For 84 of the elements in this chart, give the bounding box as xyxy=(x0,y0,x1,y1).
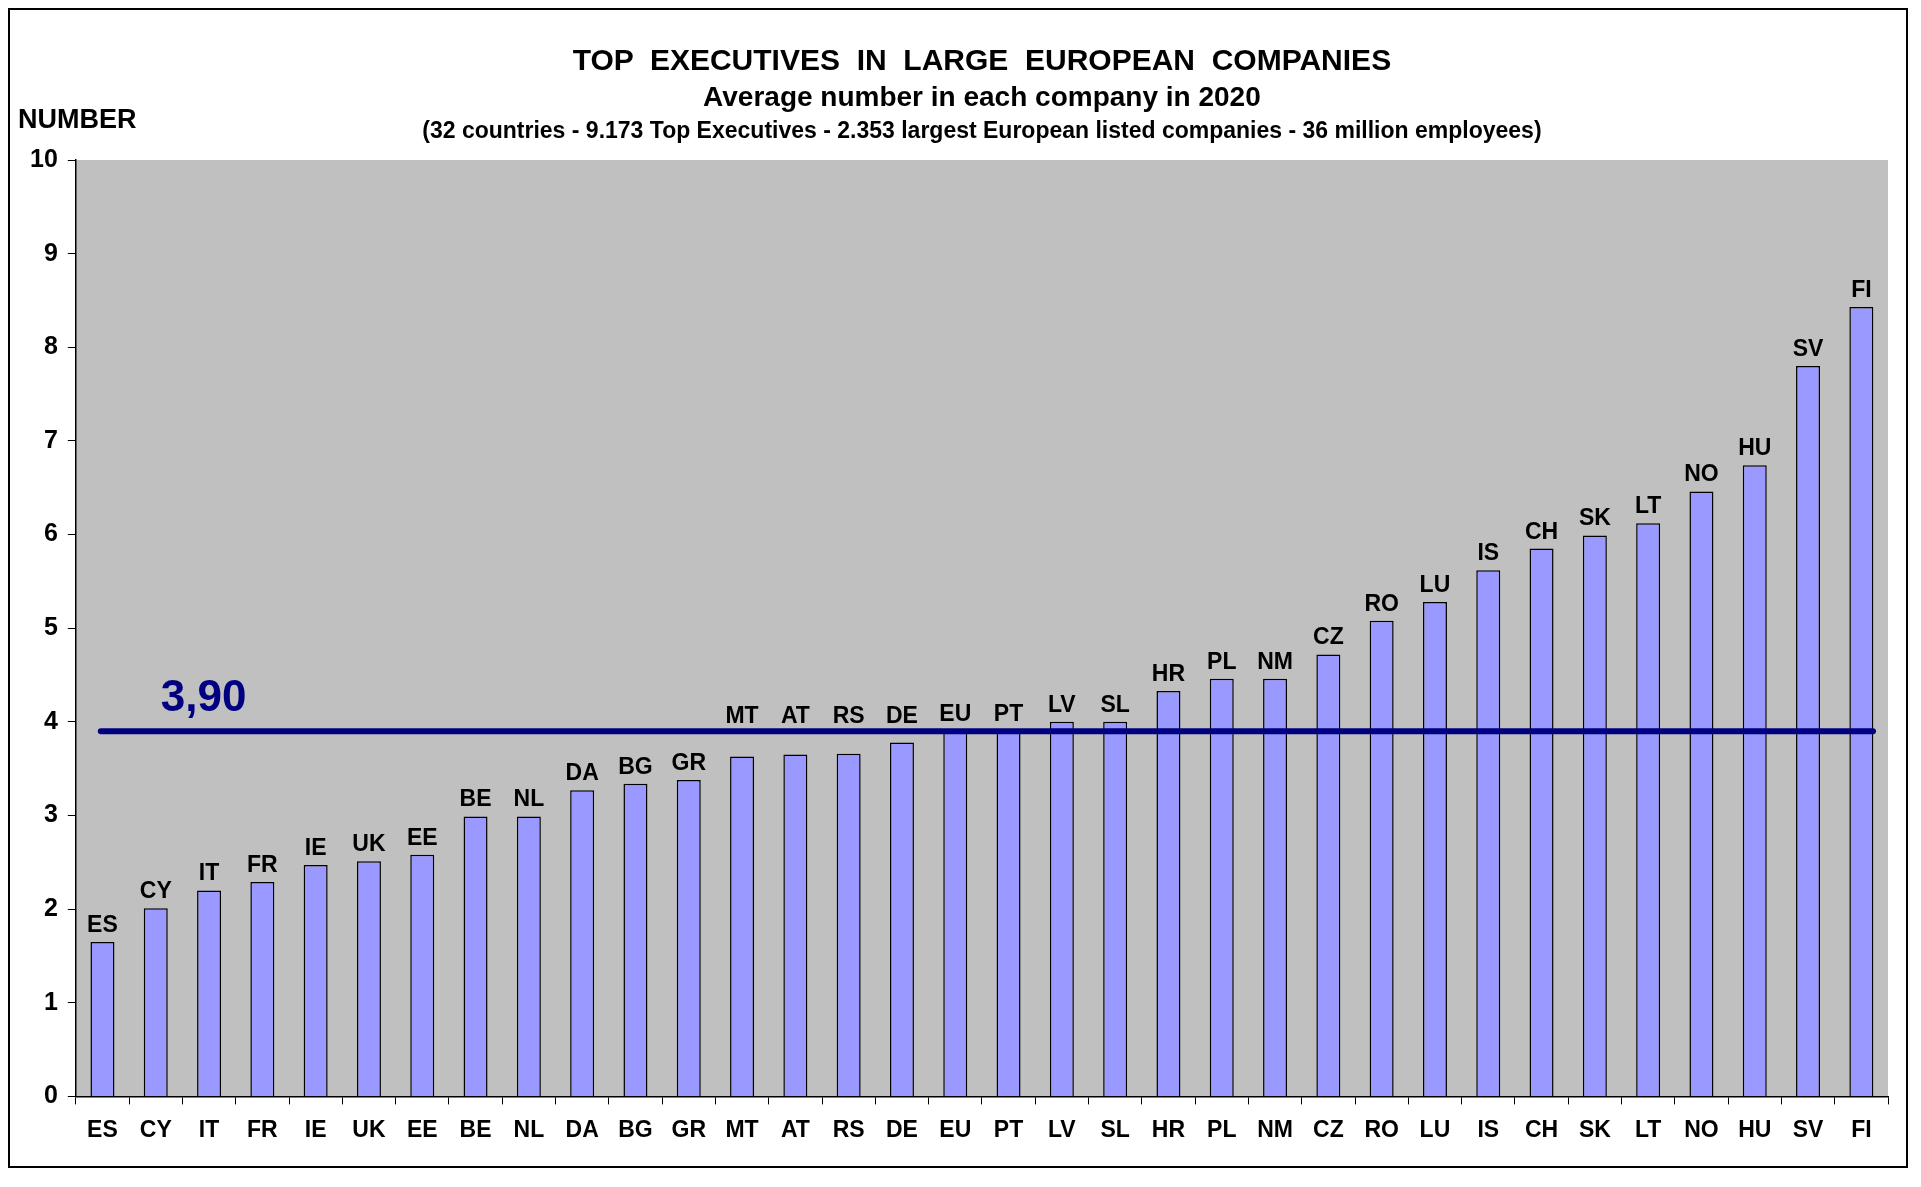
category-label: IS xyxy=(1477,539,1500,566)
category-label: EU xyxy=(939,700,972,727)
category-label: AT xyxy=(780,702,810,729)
x-tick-label: SK xyxy=(1578,1115,1612,1142)
category-label: LV xyxy=(1048,690,1076,717)
x-tick-label: SV xyxy=(1792,1115,1825,1142)
category-label: BG xyxy=(618,752,653,779)
x-tick-label: NO xyxy=(1684,1115,1719,1142)
y-tick-label: 4 xyxy=(43,705,58,734)
x-tick-label: BE xyxy=(459,1115,492,1142)
category-label: EE xyxy=(406,823,438,850)
x-tick-label: DA xyxy=(565,1115,599,1142)
y-axis-title: NUMBER xyxy=(18,104,137,134)
category-label: RS xyxy=(832,702,865,729)
category-label: UK xyxy=(352,830,386,857)
category-label: SV xyxy=(1792,335,1824,362)
x-tick-label: IT xyxy=(198,1115,220,1142)
x-tick-label: SL xyxy=(1100,1115,1130,1142)
category-label: CZ xyxy=(1313,623,1344,650)
y-tick-label: 10 xyxy=(30,143,58,172)
category-label: PL xyxy=(1207,647,1237,674)
x-tick-label: LT xyxy=(1634,1115,1662,1142)
category-label: NL xyxy=(513,785,545,812)
chart-subtitle: Average number in each company in 2020 xyxy=(703,81,1261,112)
x-tick-label: GR xyxy=(671,1115,707,1142)
text: (32 countries - 9.173 Top Executives - 2.353 largest European listed companies - 36 million employees) xyxy=(422,117,1542,143)
x-tick-label: BG xyxy=(618,1115,653,1142)
category-label: ES xyxy=(87,910,118,937)
y-tick-label: 0 xyxy=(43,1080,58,1109)
y-tick-label: 6 xyxy=(43,518,58,547)
x-tick-label: CH xyxy=(1524,1115,1559,1142)
category-label: HU xyxy=(1738,434,1772,461)
x-tick-label: CY xyxy=(139,1115,172,1142)
category-label: LU xyxy=(1419,570,1451,597)
x-tick-label: PL xyxy=(1207,1115,1237,1142)
category-label: CY xyxy=(139,877,172,904)
category-label: LT xyxy=(1634,492,1662,519)
x-tick-label: FR xyxy=(247,1115,279,1142)
x-tick-label: HR xyxy=(1151,1115,1186,1142)
x-tick-label: CZ xyxy=(1313,1115,1344,1142)
y-tick-label: 5 xyxy=(43,612,58,641)
category-label: CH xyxy=(1524,517,1559,544)
x-tick-label: ES xyxy=(87,1115,118,1142)
x-tick-label: FI xyxy=(1851,1115,1872,1142)
x-tick-label: PT xyxy=(993,1115,1024,1142)
category-label: FI xyxy=(1851,276,1872,303)
y-tick-label: 1 xyxy=(43,986,58,1015)
x-tick-label: AT xyxy=(780,1115,810,1142)
y-tick-label: 7 xyxy=(43,424,58,453)
category-label: MT xyxy=(725,702,759,729)
y-tick-label: 8 xyxy=(43,331,58,360)
category-label: HR xyxy=(1151,659,1186,686)
category-label: NM xyxy=(1257,647,1293,674)
x-tick-label: LV xyxy=(1048,1115,1077,1142)
category-label: NO xyxy=(1684,460,1719,487)
ref-line-label: 3,90 xyxy=(160,671,247,721)
category-label: SK xyxy=(1578,504,1611,531)
y-tick-label: 9 xyxy=(43,237,58,266)
category-label: IT xyxy=(198,859,220,886)
category-label: FR xyxy=(247,850,278,877)
x-tick-label: IE xyxy=(304,1115,327,1142)
x-tick-label: MT xyxy=(725,1115,759,1142)
x-tick-label: UK xyxy=(352,1115,386,1142)
category-label: RO xyxy=(1364,589,1399,616)
x-tick-label: DE xyxy=(885,1115,918,1142)
x-tick-label: EE xyxy=(406,1115,438,1142)
category-label: DE xyxy=(885,702,918,729)
x-tick-label: HU xyxy=(1738,1115,1772,1142)
x-tick-label: NL xyxy=(513,1115,545,1142)
x-tick-label: NM xyxy=(1257,1115,1293,1142)
y-tick-label: 3 xyxy=(43,799,58,828)
x-tick-label: EU xyxy=(939,1115,972,1142)
category-label: GR xyxy=(671,748,707,775)
category-label: PT xyxy=(993,700,1024,727)
category-label: DA xyxy=(565,759,599,786)
x-tick-label: RO xyxy=(1364,1115,1399,1142)
category-label: BE xyxy=(459,785,492,812)
category-label: SL xyxy=(1100,690,1130,717)
chart-title: TOP EXECUTIVES IN LARGE EUROPEAN COMPANIES xyxy=(572,43,1392,76)
x-tick-label: LU xyxy=(1419,1115,1451,1142)
y-tick-label: 2 xyxy=(43,893,58,922)
x-tick-label: IS xyxy=(1477,1115,1500,1142)
x-tick-label: RS xyxy=(832,1115,865,1142)
category-label: IE xyxy=(304,834,327,861)
